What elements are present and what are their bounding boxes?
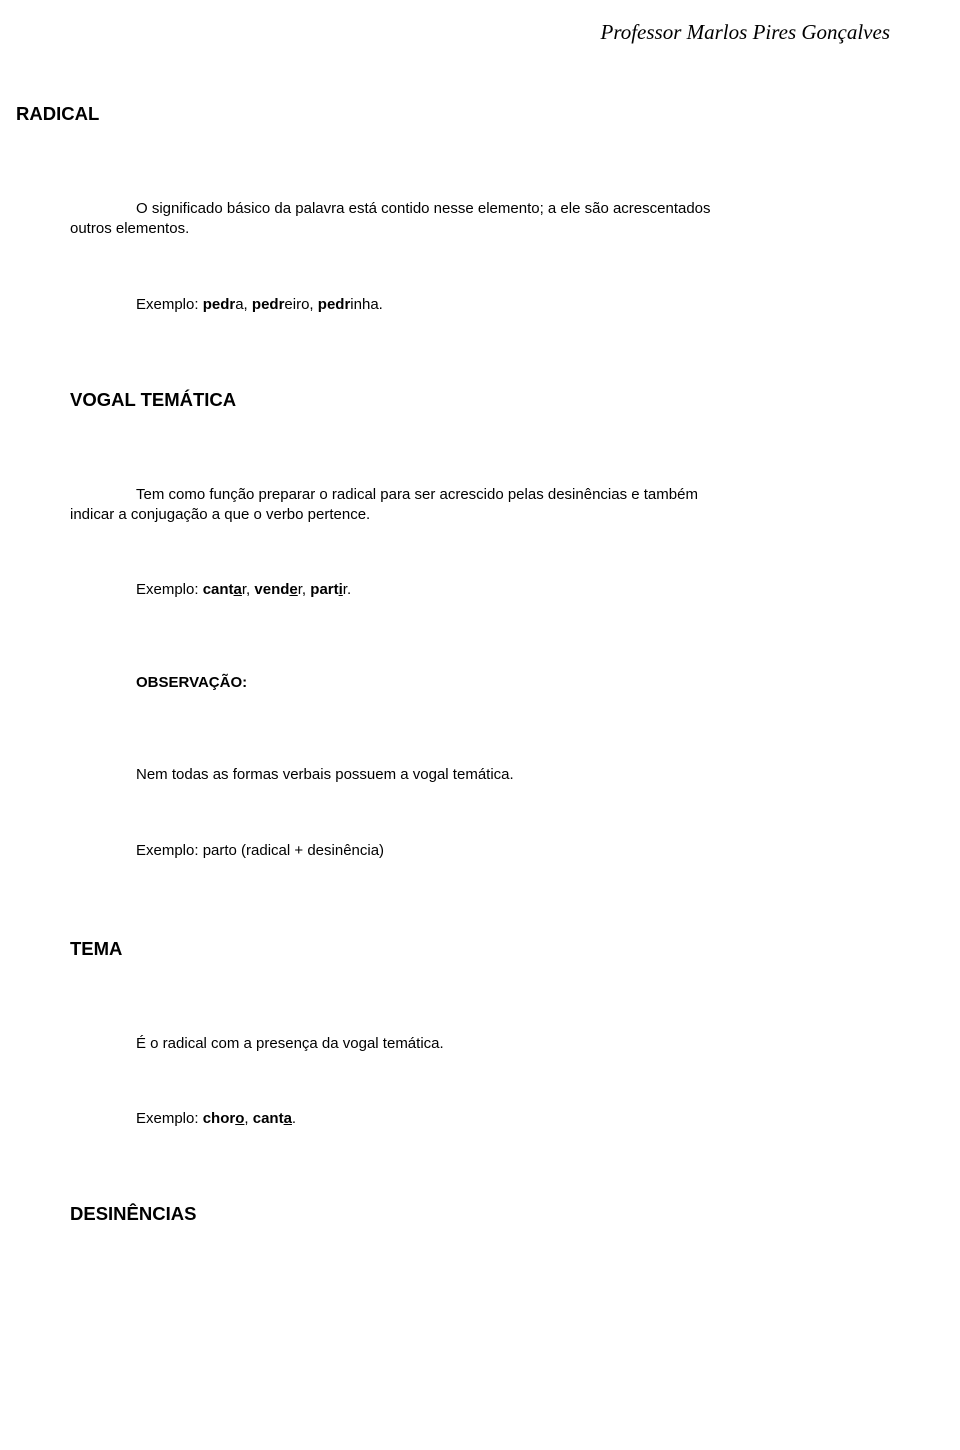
vogal-ex1-end: r, <box>242 581 255 598</box>
radical-example: Exemplo: pedra, pedreiro, pedrinha. <box>136 296 890 313</box>
section-title-radical: RADICAL <box>16 103 890 125</box>
tema-ex1-theme: o <box>235 1110 244 1127</box>
section-title-tema: TEMA <box>70 938 890 960</box>
vogal-ex3-end: r. <box>343 581 351 598</box>
vogal-example: Exemplo: cantar, vender, partir. <box>136 581 890 598</box>
vogal-ex2-theme: e <box>289 581 297 598</box>
tema-sep: , <box>244 1110 252 1127</box>
observation-text: Nem todas as formas verbais possuem a vo… <box>136 765 890 785</box>
radical-ex2-root: pedr <box>252 296 285 313</box>
observation-title: OBSERVAÇÃO: <box>136 674 890 691</box>
radical-ex1-suffix: a, <box>235 296 252 313</box>
vogal-para-line1: Tem como função preparar o radical para … <box>136 486 698 503</box>
vogal-paragraph: Tem como função preparar o radical para … <box>70 485 890 526</box>
example-label: Exemplo: <box>136 296 203 313</box>
radical-paragraph: O significado básico da palavra está con… <box>70 199 890 240</box>
tema-paragraph: É o radical com a presença da vogal temá… <box>70 1034 890 1054</box>
vogal-ex2-end: r, <box>298 581 311 598</box>
tema-ex2-stem: cant <box>253 1110 284 1127</box>
vogal-ex3-stem: part <box>310 581 338 598</box>
document-page: Professor Marlos Pires Gonçalves RADICAL… <box>0 0 960 1450</box>
tema-ex1-stem: chor <box>203 1110 236 1127</box>
radical-para-line2: outros elementos. <box>70 220 189 237</box>
radical-ex3-root: pedr <box>318 296 351 313</box>
radical-ex2-suffix: eiro, <box>284 296 317 313</box>
tema-end: . <box>292 1110 296 1127</box>
section-title-desinencias: DESINÊNCIAS <box>70 1203 890 1225</box>
radical-ex1-root: pedr <box>203 296 236 313</box>
vogal-ex2-stem: vend <box>254 581 289 598</box>
vogal-ex1-theme: a <box>234 581 242 598</box>
section-title-vogal: VOGAL TEMÁTICA <box>70 389 890 411</box>
tema-example: Exemplo: choro, canta. <box>136 1110 890 1127</box>
tema-ex2-theme: a <box>284 1110 292 1127</box>
observation-example: Exemplo: parto (radical + desinência) <box>136 841 890 861</box>
vogal-ex1-stem: cant <box>203 581 234 598</box>
radical-ex3-suffix: inha. <box>350 296 383 313</box>
page-header-author: Professor Marlos Pires Gonçalves <box>70 20 890 45</box>
example-label: Exemplo: <box>136 1110 203 1127</box>
vogal-para-line2: indicar a conjugação a que o verbo perte… <box>70 506 370 523</box>
example-label: Exemplo: <box>136 581 203 598</box>
radical-para-line1: O significado básico da palavra está con… <box>136 200 711 217</box>
